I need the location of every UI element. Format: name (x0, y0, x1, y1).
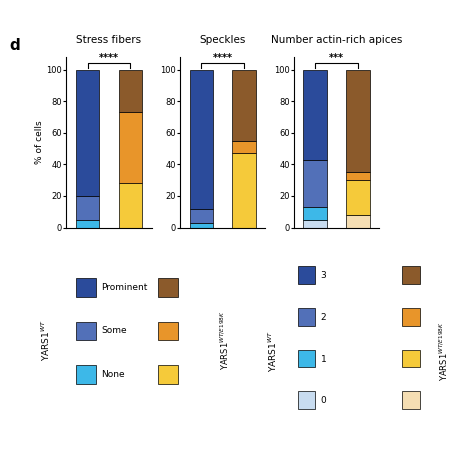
Bar (190, 70, 213, 209)
Text: 2: 2 (320, 313, 326, 322)
Text: d: d (9, 38, 20, 53)
Bar (76, 70, 100, 196)
Bar (298, 392, 315, 409)
Bar (402, 350, 419, 367)
Bar (76, 278, 96, 297)
Bar (76, 219, 100, 228)
Bar (118, 70, 142, 112)
Text: YARS1$^{WT}$: YARS1$^{WT}$ (40, 319, 52, 361)
Bar (190, 223, 213, 228)
Text: ***: *** (329, 53, 344, 63)
Bar (232, 70, 256, 141)
Bar (76, 196, 100, 219)
Title: Speckles: Speckles (200, 35, 246, 45)
Text: 3: 3 (320, 271, 327, 280)
Bar (118, 112, 142, 183)
Bar (303, 70, 327, 160)
Bar (158, 321, 178, 340)
Bar (402, 266, 419, 284)
Bar (303, 219, 327, 228)
Bar (346, 215, 370, 228)
Bar (190, 209, 213, 223)
Text: ****: **** (213, 53, 233, 63)
Title: Number actin-rich apices: Number actin-rich apices (271, 35, 402, 45)
Bar (298, 350, 315, 367)
Y-axis label: % of cells: % of cells (35, 120, 44, 164)
Title: Stress fibers: Stress fibers (76, 35, 142, 45)
Bar (118, 183, 142, 228)
Bar (298, 266, 315, 284)
Bar (232, 141, 256, 153)
Text: YARS1$^{WT/E198K}$: YARS1$^{WT/E198K}$ (438, 321, 450, 381)
Bar (76, 365, 96, 384)
Bar (346, 70, 370, 172)
Text: Prominent: Prominent (101, 283, 148, 292)
Text: 1: 1 (320, 355, 327, 364)
Bar (158, 365, 178, 384)
Bar (158, 278, 178, 297)
Bar (232, 153, 256, 228)
Bar (402, 392, 419, 409)
Text: Some: Some (101, 327, 127, 336)
Text: YARS1$^{WT}$: YARS1$^{WT}$ (266, 330, 279, 372)
Bar (402, 308, 419, 326)
Bar (346, 180, 370, 215)
Text: ****: **** (99, 53, 119, 63)
Text: 0: 0 (320, 396, 327, 405)
Bar (76, 321, 96, 340)
Bar (298, 308, 315, 326)
Bar (303, 160, 327, 207)
Text: YARS1$^{WT/E198K}$: YARS1$^{WT/E198K}$ (219, 310, 231, 370)
Text: None: None (101, 370, 125, 379)
Bar (346, 172, 370, 180)
Bar (303, 207, 327, 219)
